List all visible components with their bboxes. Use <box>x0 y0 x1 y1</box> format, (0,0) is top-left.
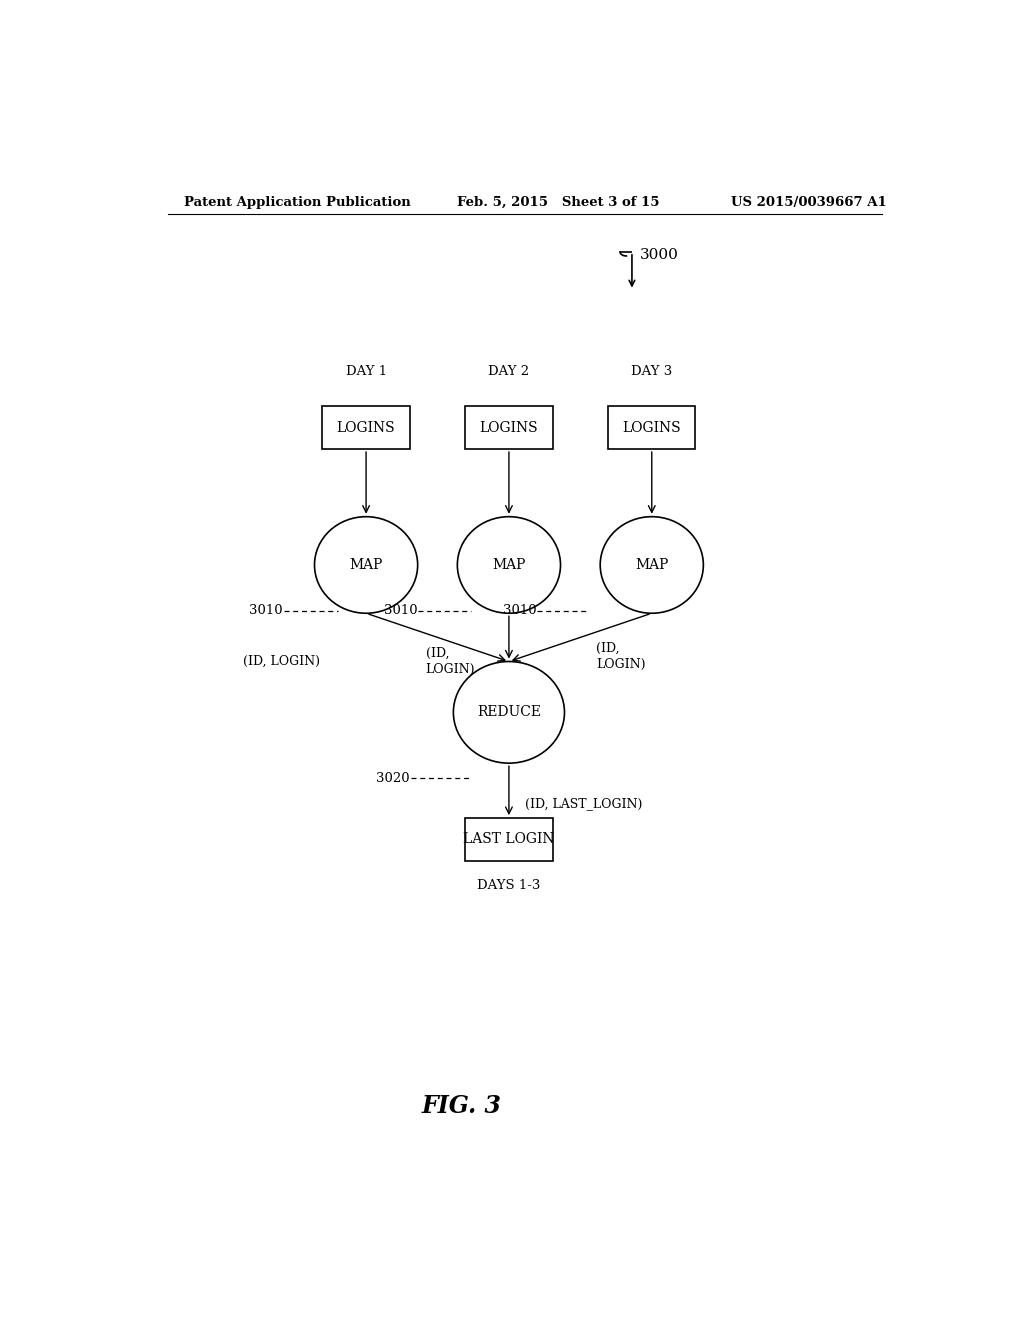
Text: 3010: 3010 <box>384 605 418 618</box>
Text: MAP: MAP <box>635 558 669 572</box>
Text: 3000: 3000 <box>640 248 679 261</box>
Text: (ID, LAST_LOGIN): (ID, LAST_LOGIN) <box>524 797 642 810</box>
Text: LOGINS: LOGINS <box>623 421 681 434</box>
Text: US 2015/0039667 A1: US 2015/0039667 A1 <box>731 195 887 209</box>
Text: DAY 3: DAY 3 <box>631 366 673 379</box>
Ellipse shape <box>600 516 703 614</box>
Ellipse shape <box>454 661 564 763</box>
Text: 3010: 3010 <box>249 605 283 618</box>
Text: 3020: 3020 <box>376 772 410 785</box>
Text: Feb. 5, 2015   Sheet 3 of 15: Feb. 5, 2015 Sheet 3 of 15 <box>458 195 659 209</box>
Text: (ID,
LOGIN): (ID, LOGIN) <box>596 642 646 671</box>
Text: FIG. 3: FIG. 3 <box>421 1094 502 1118</box>
FancyBboxPatch shape <box>465 407 553 449</box>
Text: LOGINS: LOGINS <box>479 421 539 434</box>
FancyBboxPatch shape <box>465 818 553 861</box>
Text: DAY 1: DAY 1 <box>345 366 387 379</box>
FancyBboxPatch shape <box>608 407 695 449</box>
Text: DAY 2: DAY 2 <box>488 366 529 379</box>
Ellipse shape <box>458 516 560 614</box>
Text: REDUCE: REDUCE <box>477 705 541 719</box>
Text: LAST LOGIN: LAST LOGIN <box>463 833 555 846</box>
Text: DAYS 1-3: DAYS 1-3 <box>477 879 541 891</box>
Text: (ID, LOGIN): (ID, LOGIN) <box>243 655 321 668</box>
Text: (ID,
LOGIN): (ID, LOGIN) <box>426 647 475 676</box>
FancyBboxPatch shape <box>323 407 410 449</box>
Text: 3010: 3010 <box>503 605 537 618</box>
Text: LOGINS: LOGINS <box>337 421 395 434</box>
Ellipse shape <box>314 516 418 614</box>
Text: MAP: MAP <box>349 558 383 572</box>
Text: MAP: MAP <box>493 558 525 572</box>
Text: Patent Application Publication: Patent Application Publication <box>183 195 411 209</box>
